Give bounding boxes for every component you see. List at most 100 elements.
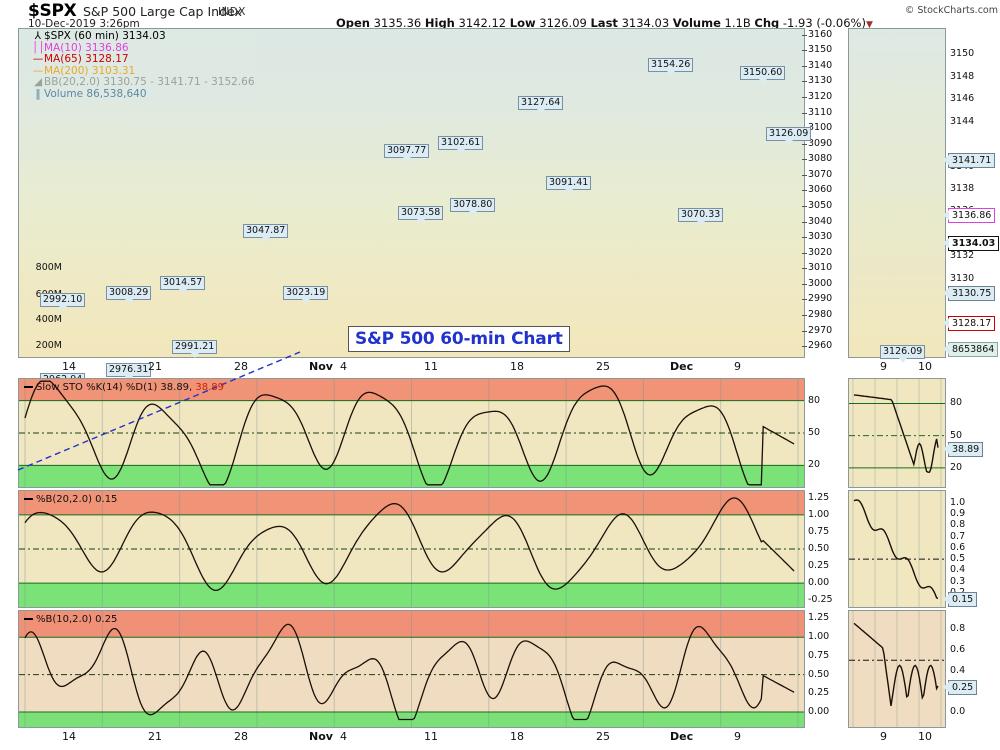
bottom-date-tick: 25 xyxy=(596,730,610,743)
zoom-price-panel[interactable] xyxy=(848,28,946,358)
chg-label: Chg xyxy=(754,16,780,30)
price-annotation-bubble: 2991.21 xyxy=(172,340,218,358)
price-annotation-bubble: 3047.87 xyxy=(243,224,289,242)
indicator-axis-tick: 0.75 xyxy=(808,649,830,661)
price-axis-tick: 3160 xyxy=(802,29,832,40)
axis-tick-mark xyxy=(802,252,807,254)
zoom-callout-bb: 3130.75 xyxy=(942,286,996,301)
legend-solid-icon: — xyxy=(32,53,44,66)
zoom-date-tick: 10 xyxy=(918,360,932,373)
price-annotation-bubble: 3073.58 xyxy=(398,206,444,224)
chart-legend: ⅄ $SPX (60 min) 3134.03 ││MA(10) 3136.86 —M… xyxy=(30,30,257,102)
axis-tick-mark xyxy=(802,112,807,114)
low-label: Low xyxy=(509,16,536,30)
indicator-label-part: %B(20,2.0) 0.15 xyxy=(36,494,118,505)
zoom-callout-ma10: 3136.86 xyxy=(942,208,996,223)
quote-summary: Open 3135.36 High 3142.12 Low 3126.09 La… xyxy=(336,16,873,30)
price-annotation-bubble: 3078.80 xyxy=(450,198,496,216)
zoom-indicator-panel-percent-b-10[interactable] xyxy=(848,610,946,728)
indicator-label-part: Slow STO %K(14) %D(1) 38.89, xyxy=(36,382,196,393)
zoom-axis-tick: 3138 xyxy=(950,183,975,194)
legend-row[interactable]: ‖ Volume 86,538,640 xyxy=(32,88,255,101)
indicator-canvas-slow-sto[interactable] xyxy=(19,379,804,487)
oversold-zone xyxy=(19,465,804,487)
zoom-callout-ma65: 3128.17 xyxy=(942,316,996,331)
zoom-callout-bb: 3141.71 xyxy=(942,153,996,168)
price-annotation-bubble: 3070.33 xyxy=(678,208,724,226)
volume-value: 1.1B xyxy=(724,16,751,30)
indicator-line-swatch-icon xyxy=(24,498,33,500)
zoom-indicator-canvas-percent-b-10[interactable] xyxy=(849,611,945,727)
indicator-panel-slow-sto[interactable]: Slow STO %K(14) %D(1) 38.89, 38.89 xyxy=(18,378,805,488)
legend-row[interactable]: ││MA(10) 3136.86 xyxy=(32,41,255,55)
legend-label: MA(200) 3103.31 xyxy=(44,64,136,77)
overbought-zone xyxy=(19,491,804,515)
last-value: 3134.03 xyxy=(621,16,670,30)
zoom-indicator-axis-tick: 0.7 xyxy=(950,530,966,542)
axis-tick-mark xyxy=(802,34,807,36)
zoom-indicator-axis-tick: 50 xyxy=(950,429,963,441)
indicator-axis-tick: 1.25 xyxy=(808,491,830,503)
legend-row[interactable]: ⅄ $SPX (60 min) 3134.03 xyxy=(32,30,255,43)
price-axis-tick: 3020 xyxy=(802,247,832,258)
legend-row[interactable]: —MA(200) 3103.31 xyxy=(32,64,255,78)
bottom-date-tick: 4 xyxy=(340,730,347,743)
indicator-canvas-percent-b-20[interactable] xyxy=(19,491,804,607)
zoom-indicator-axis-tick: 0.4 xyxy=(950,564,966,576)
date-tick: 25 xyxy=(596,360,610,373)
indicator-axis-tick: 0.50 xyxy=(808,543,830,554)
price-axis-tick: 3000 xyxy=(802,278,832,289)
zoom-indicator-panel-percent-b-20[interactable] xyxy=(848,490,946,608)
zoom-indicator-callout-slow-sto: 38.89 xyxy=(942,441,984,457)
legend-label: $SPX (60 min) 3134.03 xyxy=(44,30,166,42)
axis-tick-mark xyxy=(802,221,807,223)
bottom-date-tick: 28 xyxy=(234,730,248,743)
price-annotation-bubble: 3014.57 xyxy=(160,276,206,294)
indicator-axis-tick: -0.25 xyxy=(808,594,833,606)
bottom-zoom-date-tick: 9 xyxy=(880,730,887,743)
indicator-axis-tick: 0.00 xyxy=(808,706,830,718)
low-value: 3126.09 xyxy=(539,16,587,30)
bottom-zoom-date-tick: 10 xyxy=(918,730,932,743)
zoom-indicator-axis-tick: 0.6 xyxy=(950,541,966,553)
price-axis-tick: 3040 xyxy=(802,216,832,227)
price-axis-tick: 3150 xyxy=(802,44,832,55)
axis-tick-mark xyxy=(802,237,807,239)
price-axis-tick: 2980 xyxy=(802,309,832,320)
legend-row[interactable]: ◢ BB(20,2.0) 3130.75 - 3141.71 - 3152.66 xyxy=(32,77,255,89)
legend-row[interactable]: —MA(65) 3128.17 xyxy=(32,53,255,66)
zoom-indicator-axis-tick: 0.8 xyxy=(950,519,966,531)
indicator-axis-tick: 0.25 xyxy=(808,687,830,699)
zoom-indicator-panel-slow-sto[interactable] xyxy=(848,378,946,488)
price-annotation-bubble: 3154.26 xyxy=(648,58,694,76)
bottom-date-tick: 14 xyxy=(62,730,76,743)
axis-tick-mark xyxy=(802,50,807,52)
chart-timestamp: 10-Dec-2019 3:26pm xyxy=(28,18,140,30)
chg-down-arrow-icon: ▼ xyxy=(865,20,873,30)
price-axis-tick: 3110 xyxy=(802,107,832,118)
indicator-panel-percent-b-20[interactable]: %B(20,2.0) 0.15 xyxy=(18,490,805,608)
axis-tick-mark xyxy=(802,65,807,67)
zoom-indicator-axis-tick: 0.4 xyxy=(950,664,966,676)
legend-dotted-icon: ││ xyxy=(32,41,45,54)
indicator-canvas-percent-b-10[interactable] xyxy=(19,611,804,727)
zoom-indicator-axis-tick: 0.9 xyxy=(950,508,966,520)
price-axis-tick: 3120 xyxy=(802,91,832,102)
price-annotation-bubble: 3150.60 xyxy=(740,66,786,84)
price-axis-tick: 3090 xyxy=(802,138,832,149)
zoom-indicator-axis-tick: 0.3 xyxy=(950,575,966,587)
zoom-indicator-canvas-slow-sto[interactable] xyxy=(849,379,945,487)
indicator-panel-percent-b-10[interactable]: %B(10,2.0) 0.25 xyxy=(18,610,805,728)
price-annotation-bubble: 3023.19 xyxy=(283,286,329,304)
indicator-axis-tick: 50 xyxy=(808,427,821,438)
zoom-axis-tick: 3150 xyxy=(950,48,975,60)
indicator-axis-tick: 1.00 xyxy=(808,631,830,643)
zoom-indicator-canvas-percent-b-20[interactable] xyxy=(849,491,945,607)
axis-tick-mark xyxy=(802,159,807,161)
zoom-indicator-callout-percent-b-10: 0.25 xyxy=(942,679,978,695)
price-axis-tick: 3070 xyxy=(802,169,832,180)
axis-tick-mark xyxy=(802,81,807,83)
axis-tick-mark xyxy=(802,346,807,348)
bottom-date-tick: 18 xyxy=(510,730,524,743)
axis-tick-mark xyxy=(802,190,807,192)
